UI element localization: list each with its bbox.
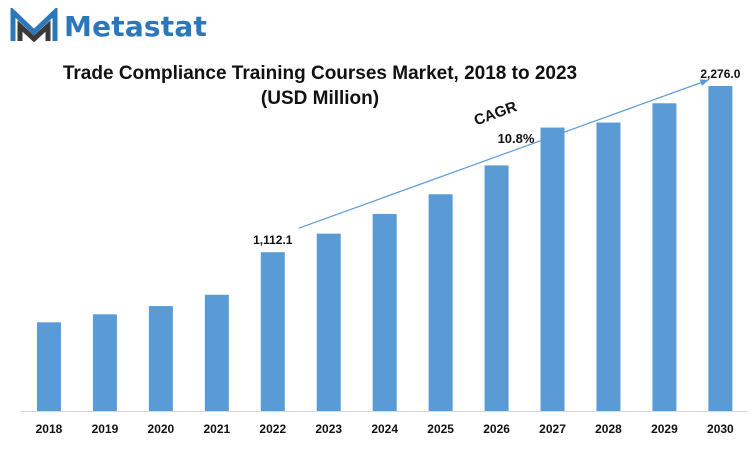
data-label-2022: 1,112.1 (253, 233, 293, 247)
x-tick-label-2018: 2018 (36, 422, 63, 436)
bar-2019 (92, 314, 117, 411)
bar-2022 (260, 252, 285, 411)
x-tick-label-2021: 2021 (203, 422, 230, 436)
cagr-value: 10.8% (498, 131, 535, 146)
x-tick-label-2023: 2023 (315, 422, 342, 436)
data-label-2030: 2,276.0 (700, 67, 740, 81)
x-tick-label-2024: 2024 (371, 422, 398, 436)
bar-2030 (708, 86, 733, 411)
x-tick-label-2022: 2022 (259, 422, 286, 436)
x-tick-label-2027: 2027 (539, 422, 566, 436)
bar-2025 (428, 194, 453, 411)
bar-2028 (596, 122, 621, 411)
x-tick-label-2029: 2029 (651, 422, 678, 436)
x-tick-label-2020: 2020 (148, 422, 175, 436)
cagr-arrow-line (298, 79, 709, 229)
x-tick-label-2028: 2028 (595, 422, 622, 436)
chart-title: Trade Compliance Training Courses Market… (62, 63, 578, 84)
bar-2021 (204, 294, 229, 411)
bar-2020 (148, 306, 173, 411)
bar-2018 (36, 322, 61, 411)
bar-2023 (316, 233, 341, 411)
chart-subtitle: (USD Million) (260, 88, 380, 109)
bar-2024 (372, 213, 397, 411)
cagr-label: CAGR (472, 98, 519, 129)
x-tick-label-2019: 2019 (92, 422, 119, 436)
metastat-m-logo-icon (10, 8, 58, 43)
x-tick-label-2030: 2030 (707, 422, 734, 436)
brand-logo: Metastat (10, 8, 207, 44)
x-tick-label-2025: 2025 (427, 422, 454, 436)
x-tick-label-2026: 2026 (483, 422, 510, 436)
bar-2029 (652, 103, 677, 411)
bar-2027 (540, 127, 565, 411)
brand-name: Metastat (64, 9, 208, 43)
cagr-arrow-head (699, 79, 709, 87)
bar-2026 (484, 165, 509, 411)
